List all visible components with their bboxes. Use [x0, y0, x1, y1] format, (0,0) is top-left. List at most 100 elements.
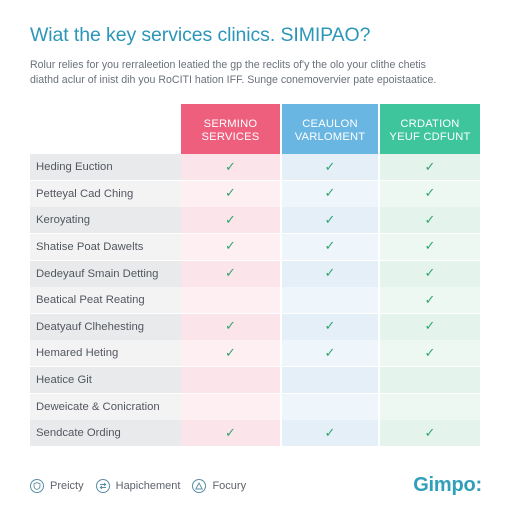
footer-item-focury[interactable]: Focury — [192, 479, 246, 493]
check-icon: ✓ — [424, 345, 436, 361]
column-header-line: CEAULON — [302, 118, 358, 130]
swap-icon — [95, 479, 110, 493]
row-label: Deweicate & Conicration — [30, 393, 181, 420]
check-icon: ✓ — [424, 292, 436, 308]
column-header-ceaulon-varlomemt[interactable]: CEAULON VARLOMENT — [282, 104, 378, 156]
table-row[interactable]: Dedeyauf Smain Detting ✓ ✓ ✓ — [30, 260, 480, 287]
warning-icon — [192, 479, 207, 493]
table-cell — [282, 287, 378, 314]
table-row[interactable]: Deweicate & Conicration — [30, 393, 480, 420]
column-header-line: SERVICES — [201, 131, 260, 143]
subtitle-line-1: Rolur relies for you rerraleetion leatie… — [30, 59, 426, 71]
table-row[interactable]: Shatise Poat Dawelts ✓ ✓ ✓ — [30, 233, 480, 260]
check-icon: ✓ — [324, 239, 336, 255]
services-comparison-table: SERMINO SERVICES CEAULON VARLOMENT CRDAT… — [30, 104, 480, 450]
table-cell: ✓ — [181, 154, 280, 180]
page-subtitle: Rolur relies for you rerraleetion leatie… — [30, 58, 490, 88]
table-row[interactable]: Heatice Git — [30, 367, 480, 394]
table-row[interactable]: Hemared Heting ✓ ✓ ✓ — [30, 340, 480, 367]
check-icon: ✓ — [324, 159, 336, 175]
check-icon: ✓ — [225, 239, 236, 255]
table-cell: ✓ — [380, 233, 480, 260]
table-cell: ✓ — [282, 340, 378, 367]
table-cell: ✓ — [380, 420, 480, 447]
table-cell: ✓ — [282, 154, 378, 180]
shield-icon — [30, 479, 44, 493]
row-label: Heding Euction — [30, 154, 181, 180]
footer-legend: Preicty Hapichement Focury — [30, 474, 258, 498]
table-row[interactable]: Petteyal Cad Ching ✓ ✓ ✓ — [30, 180, 480, 207]
check-icon: ✓ — [225, 319, 236, 335]
column-header-line: CRDATION — [400, 118, 460, 130]
brand-logo: Gimpo: — [413, 474, 482, 496]
table-cell: ✓ — [181, 420, 280, 447]
table-cell: ✓ — [282, 313, 378, 340]
table-cell: ✓ — [380, 207, 480, 234]
page-title: Wiat the key services clinics. SIMIPAO? — [30, 24, 371, 46]
table-cell: ✓ — [282, 420, 378, 447]
table-cell: ✓ — [380, 154, 480, 180]
check-icon: ✓ — [424, 159, 436, 175]
table-cell — [380, 367, 480, 394]
table-cell: ✓ — [282, 207, 378, 234]
footer-item-label: Focury — [212, 480, 247, 492]
row-label: Sendcate Ording — [30, 420, 181, 447]
column-header-crdation-yeuf-cdfunt[interactable]: CRDATION YEUF CDFUNT — [380, 104, 480, 156]
table-cell: ✓ — [380, 260, 480, 287]
column-header-sermino-services[interactable]: SERMINO SERVICES — [181, 104, 280, 156]
table-cell: ✓ — [380, 287, 480, 314]
table-cell — [181, 393, 280, 420]
check-icon: ✓ — [424, 425, 436, 441]
table-cell: ✓ — [181, 180, 280, 207]
table-cell: ✓ — [380, 340, 480, 367]
row-label: Petteyal Cad Ching — [30, 180, 181, 207]
check-icon: ✓ — [324, 345, 336, 361]
table-cell: ✓ — [181, 233, 280, 260]
check-icon: ✓ — [424, 186, 436, 202]
table-cell: ✓ — [380, 180, 480, 207]
table-cell: ✓ — [181, 340, 280, 367]
table-cell: ✓ — [181, 260, 280, 287]
table-cell: ✓ — [181, 207, 280, 234]
table-cell — [181, 287, 280, 314]
check-icon: ✓ — [225, 159, 236, 175]
table-cell — [380, 393, 480, 420]
check-icon: ✓ — [324, 266, 336, 282]
table-cell: ✓ — [380, 313, 480, 340]
table-row[interactable]: Keroyating ✓ ✓ ✓ — [30, 207, 480, 234]
row-label: Beatical Peat Reating — [30, 287, 181, 314]
check-icon: ✓ — [225, 186, 236, 202]
footer-item-hapichement[interactable]: Hapichement — [95, 479, 181, 493]
check-icon: ✓ — [225, 266, 236, 282]
column-header-line: SERMINO — [203, 118, 258, 130]
table-row[interactable]: Deatyauf Clhehesting ✓ ✓ ✓ — [30, 313, 480, 340]
table-row[interactable]: Heding Euction ✓ ✓ ✓ — [30, 154, 480, 180]
table-row[interactable]: Beatical Peat Reating ✓ — [30, 287, 480, 314]
check-icon: ✓ — [225, 212, 236, 228]
table-cell — [282, 393, 378, 420]
row-label: Deatyauf Clhehesting — [30, 313, 181, 340]
column-header-line: VARLOMENT — [294, 131, 366, 143]
subtitle-line-2: diathd aclur of inist dih you RoCITI hat… — [30, 74, 437, 86]
table-cell: ✓ — [282, 260, 378, 287]
row-label: Dedeyauf Smain Detting — [30, 260, 181, 287]
check-icon: ✓ — [424, 266, 436, 282]
check-icon: ✓ — [424, 319, 436, 335]
footer-item-preicty[interactable]: Preicty — [30, 479, 84, 493]
check-icon: ✓ — [424, 239, 436, 255]
check-icon: ✓ — [324, 212, 336, 228]
row-label: Keroyating — [30, 207, 181, 234]
row-label: Shatise Poat Dawelts — [30, 233, 181, 260]
table-cell — [282, 367, 378, 394]
table-cell — [181, 367, 280, 394]
row-label: Hemared Heting — [30, 340, 181, 367]
row-label: Heatice Git — [30, 367, 181, 394]
check-icon: ✓ — [424, 212, 436, 228]
check-icon: ✓ — [324, 425, 336, 441]
check-icon: ✓ — [324, 186, 336, 202]
check-icon: ✓ — [225, 425, 236, 441]
column-header-line: YEUF CDFUNT — [389, 131, 471, 143]
table-cell: ✓ — [282, 233, 378, 260]
footer-item-label: Hapichement — [115, 480, 181, 492]
table-row[interactable]: Sendcate Ording ✓ ✓ ✓ — [30, 420, 480, 447]
